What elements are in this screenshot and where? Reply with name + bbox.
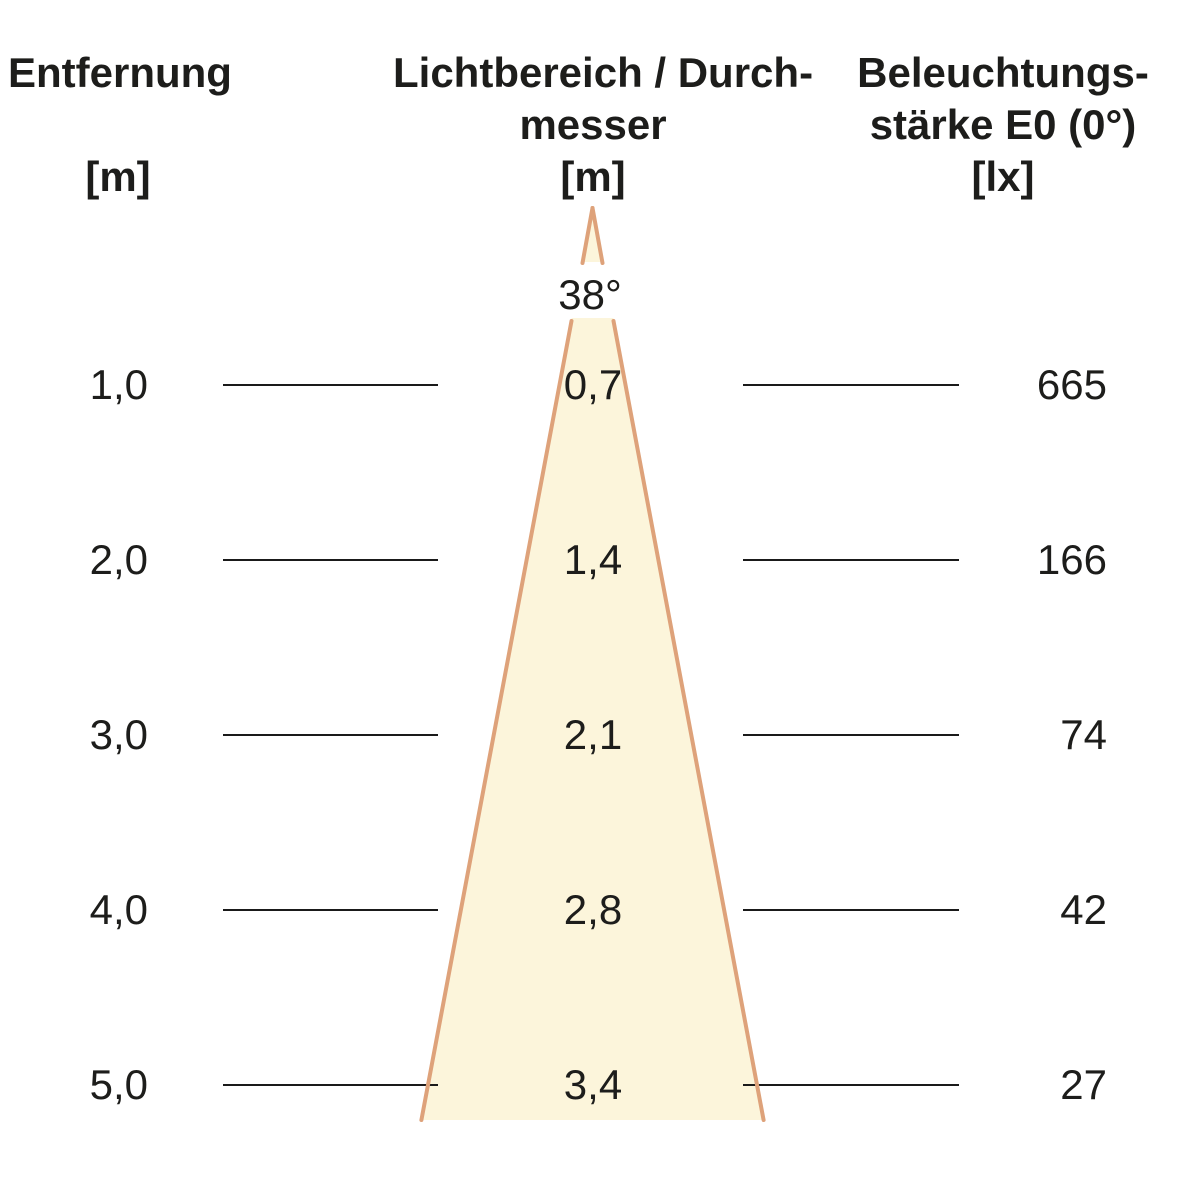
diameter-value-4: 2,8 [563, 886, 623, 933]
distance-value-1: 1,0 [89, 361, 148, 408]
beam-cone-fill [421, 207, 764, 1120]
diameter-value-1: 0,7 [563, 361, 623, 408]
distance-value-5: 5,0 [89, 1061, 148, 1108]
beam-cone-edge-right [611, 319, 766, 1122]
column-header-illuminance: Beleuchtungs- stärke E0 (0°) [lx] [853, 47, 1153, 203]
illuminance-value-1: 665 [1036, 361, 1107, 408]
diameter-value-5: 3,4 [563, 1061, 623, 1108]
column-header-illuminance-title-line1: Beleuchtungs- [857, 49, 1149, 96]
beam-cone-edge-left [419, 319, 574, 1122]
column-header-distance-spacer [8, 99, 228, 151]
column-header-beam-unit: [m] [560, 153, 626, 200]
distance-value-4: 4,0 [89, 886, 148, 933]
column-header-illuminance-unit: [lx] [971, 153, 1035, 200]
distance-value-3: 3,0 [89, 711, 148, 758]
beam-angle-value: 38° [558, 271, 622, 318]
column-header-distance: Entfernung [m] [8, 47, 232, 203]
column-header-distance-title: Entfernung [8, 49, 232, 96]
column-header-beam-title-line2: messer [519, 101, 667, 148]
illuminance-value-3: 74 [1060, 711, 1107, 758]
diameter-value-2: 1,4 [563, 536, 623, 583]
illuminance-value-4: 42 [1060, 886, 1107, 933]
illuminance-value-2: 166 [1036, 536, 1107, 583]
beam-cone-edge-apex-left [580, 206, 595, 265]
diameter-value-3: 2,1 [563, 711, 623, 758]
column-header-illuminance-title-line2: stärke E0 (0°) [869, 101, 1137, 148]
illuminance-value-5: 27 [1060, 1061, 1107, 1108]
beam-cone-edge-apex-right [590, 206, 605, 265]
column-header-distance-unit: [m] [85, 153, 151, 200]
beam-angle-label-gap [522, 262, 662, 318]
column-header-beam-title-line1: Lichtbereich / Durch- [393, 49, 814, 96]
column-header-beam: Lichtbereich / Durch- messer [m] [393, 47, 814, 203]
distance-value-2: 2,0 [89, 536, 148, 583]
